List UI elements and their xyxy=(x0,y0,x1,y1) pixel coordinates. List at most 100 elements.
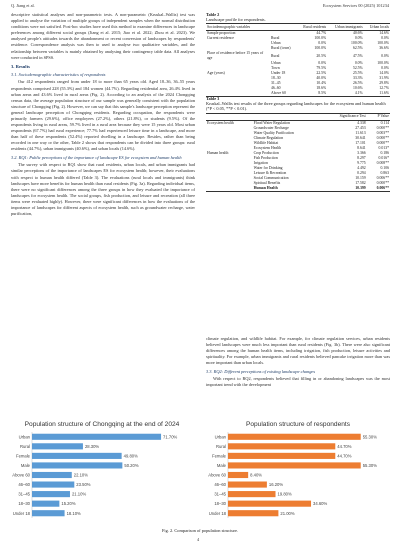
table-2-header-cell: Urban locals xyxy=(363,23,390,32)
chart-category-label: 31–45 xyxy=(18,492,30,497)
table-3-row: Ecosystem health Flood Water Regulation 4.… xyxy=(206,120,390,126)
table-3-cell: 9.775 xyxy=(357,160,366,165)
chart-bar xyxy=(32,491,70,498)
table-3-cell: Human health xyxy=(207,150,229,155)
chart-category-label: Male xyxy=(21,463,31,468)
table-2-cell: 100.0% xyxy=(377,41,389,46)
table-2-cell: 12.7% xyxy=(379,86,389,91)
table-2-row: Current residence Rural 100.0% 0.0% 0.0% xyxy=(206,36,390,41)
table-2-cell: Rural xyxy=(271,53,280,58)
chart-data-label: 15.20% xyxy=(61,501,75,506)
table-3-cell: 3.366 xyxy=(357,150,366,155)
table-3-row: Ecosystem Health 8.641 0.013* xyxy=(206,146,390,151)
table-2-cell: 22.5% xyxy=(316,71,327,76)
table-3-cell: Ecosystem Health xyxy=(253,145,282,150)
table-3-cell: Leisure & Recreation xyxy=(253,170,287,175)
table-2-cell: 4.1% xyxy=(327,91,364,98)
chart-bar xyxy=(32,462,123,469)
chart-data-label: 44.70% xyxy=(337,444,351,449)
table-3-cell: 0.114 xyxy=(380,120,389,125)
table-2-block: Table 2 Landscape profile for respondent… xyxy=(206,12,390,98)
chart-data-label: 49.80% xyxy=(124,453,138,458)
table-2-row: 46–60 18.6% 10.6% 12.7% xyxy=(206,86,390,91)
chart-bar xyxy=(228,471,249,479)
table-3-cell: Social Communication xyxy=(253,175,289,180)
chart-data-label: 18.10% xyxy=(67,511,81,516)
table-2-cell: 100.0% xyxy=(351,41,363,46)
table-2-cell: 0.0% xyxy=(318,61,327,66)
table-3-cell: Ecosystem health xyxy=(207,120,234,125)
table-2-cell: 29.8% xyxy=(379,81,389,86)
chart-bar xyxy=(32,452,122,459)
table-3-cell: 0.294 xyxy=(357,170,366,175)
paragraph-rq1-continued: climate regulation, and wildlife habitat… xyxy=(206,336,390,366)
table-3-cell: Fish Production xyxy=(253,155,278,160)
table-3-cell: Spiritual Benefits xyxy=(253,180,281,185)
chart-category-label: 46–60 xyxy=(18,482,30,487)
subsection-heading-3-2: 3.2. RQ1: Public perceptions of the impo… xyxy=(11,154,182,160)
chart-category-label: Under 18 xyxy=(209,511,227,516)
page-number: 4 xyxy=(197,537,200,542)
table-3-cell: Irrigation xyxy=(253,160,268,165)
table-3-cell: 0.013* xyxy=(378,145,389,150)
table-3-cell: Groundwater Recharge xyxy=(253,125,289,130)
table-3-header-cell xyxy=(252,112,322,121)
table-2-cell: 0.0% xyxy=(381,66,389,71)
table-2-cell: 10.4% xyxy=(316,81,327,86)
chart-category-label: Male xyxy=(217,463,227,468)
table-3-row: Wildlife Habitat 17.101 0.000** xyxy=(206,141,390,146)
chart-category-label: 31–45 xyxy=(214,492,226,497)
chart-respondents-population: Population structure of respondents Urba… xyxy=(204,421,392,525)
figure-caption: Fig. 2. Comparison of population structu… xyxy=(161,528,239,533)
left-column: descriptive statistical analyses and non… xyxy=(11,12,195,219)
table-2-cell: 25.5% xyxy=(352,71,363,76)
table-3-label: Table 3 xyxy=(206,96,220,101)
section-heading-results: 3. Results xyxy=(11,63,30,69)
chart-category-label: Urban xyxy=(19,434,31,439)
chart-title-respondents: Population structure of respondents xyxy=(245,421,351,428)
table-2-cell: 40.0% xyxy=(316,76,327,81)
table-2-row: Sample proportion 44.7% 40.6% 14.6% xyxy=(206,31,390,37)
table-2-cell: 0.0% xyxy=(381,36,389,41)
table-3-row: Fish Production 8.297 0.016* xyxy=(206,156,390,161)
table-2-cell: 0.0% xyxy=(381,53,389,58)
table-3-header-cell: P Value xyxy=(366,112,390,121)
right-column: climate regulation, and wildlife habitat… xyxy=(206,336,390,391)
chart-bar xyxy=(32,471,72,479)
table-2-header-cell: Sociodemographic variables xyxy=(206,23,271,32)
table-2-cell: Place of residence before 15 years of ag… xyxy=(207,51,264,61)
table-3-cell: 27.453 xyxy=(355,125,366,130)
chart-category-label: Female xyxy=(212,453,227,458)
table-2-cell: 11.6% xyxy=(363,91,390,98)
chart-category-label: Female xyxy=(16,453,31,458)
table-2-header-cell: Urban immigrants xyxy=(327,23,364,32)
chart-title-chongqing: Population structure of Chongqing at the… xyxy=(24,421,180,428)
chart-bar xyxy=(32,510,65,517)
table-2-cell: 14.0% xyxy=(379,71,389,76)
table-2-cell: Above 60 xyxy=(270,91,297,98)
subsection-heading-3-3: 3.3. RQ2: Different perceptions of exist… xyxy=(206,368,316,374)
table-3-cell: 4.338 xyxy=(357,120,366,125)
table-3-row: Water Quality Purification 11.613 0.003** xyxy=(206,131,390,136)
table-2-cell: 8.5% xyxy=(296,91,328,98)
table-2-cell: Rural xyxy=(271,36,280,41)
chart-category-label: 46–60 xyxy=(214,482,226,487)
table-2-cell: 47.5% xyxy=(352,53,363,58)
table-3-cell xyxy=(206,185,253,192)
chart-data-label: 44.70% xyxy=(337,453,351,458)
table-2-cell: Rural (town) xyxy=(271,46,291,51)
chart-bar xyxy=(228,433,361,440)
table-3-cell: Human Health xyxy=(252,185,322,192)
chart-chongqing-population: Population structure of Chongqing at the… xyxy=(8,421,196,525)
table-3-cell: Wildlife Habitat xyxy=(253,140,279,145)
chart-bar xyxy=(228,481,267,488)
table-2-cell: 14.6% xyxy=(379,31,389,36)
table-3-cell: Flood Water Regulation xyxy=(253,120,290,125)
chart-data-label: 19.80% xyxy=(278,492,292,497)
table-2-row: Urban 0.0% 0.0% 100.0% xyxy=(206,61,390,66)
table-3-cell: 8.297 xyxy=(357,155,366,160)
table-3-cell: 8.641 xyxy=(357,145,366,150)
paragraph-respondents: Our 412 respondents ranged from under 18… xyxy=(11,79,195,152)
table-3-row: Groundwater Recharge 27.453 0.000** xyxy=(206,126,390,131)
chart-respondents-svg: Urban 55.30% Rural 44.70% Female 44.70% Male 55… xyxy=(208,432,377,518)
